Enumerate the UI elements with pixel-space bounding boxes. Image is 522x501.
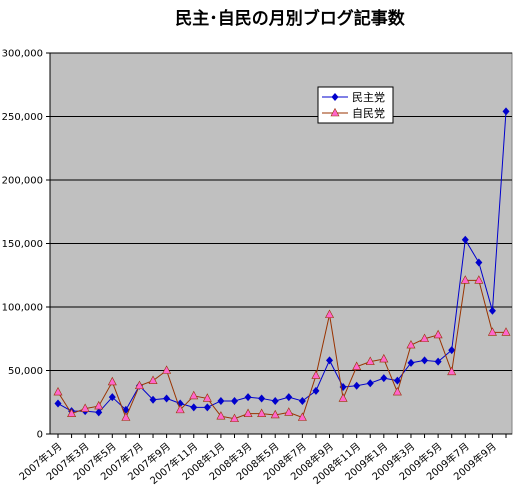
data-point [189, 390, 199, 400]
data-point [421, 356, 429, 365]
data-point [244, 393, 252, 402]
series-jiminto [53, 275, 511, 423]
data-point [407, 358, 415, 367]
data-point [53, 386, 63, 396]
data-point [284, 407, 294, 416]
legend-box [317, 86, 394, 124]
data-point [162, 365, 172, 374]
data-point [311, 370, 321, 379]
data-point [80, 403, 90, 412]
data-point [475, 258, 483, 267]
data-point [271, 396, 279, 405]
y-tick-label: 150,000 [2, 239, 43, 250]
y-axis-ticks: 0 50,000 100,000 150,000 200,000 250,000 300,0… [2, 49, 50, 441]
data-point [392, 386, 402, 396]
y-tick-label: 300,000 [2, 49, 43, 60]
y-tick-label: 0 [37, 430, 43, 441]
data-point [149, 395, 157, 404]
data-point [121, 412, 131, 421]
legend-marker-minshuto [331, 93, 339, 101]
data-point [326, 356, 334, 365]
data-point [352, 361, 362, 370]
data-point [460, 275, 470, 284]
data-point [285, 393, 293, 402]
data-point [108, 393, 116, 402]
data-point [353, 381, 361, 390]
legend-label-minshuto: 民主党 [352, 91, 385, 104]
data-point [366, 379, 374, 388]
data-point [461, 235, 469, 244]
data-point [297, 412, 307, 421]
data-point [488, 306, 496, 315]
data-point [325, 309, 335, 318]
data-point [365, 356, 375, 365]
series-line [57, 111, 507, 413]
data-point [202, 393, 212, 402]
data-point [95, 408, 103, 417]
y-tick-label: 200,000 [2, 176, 43, 187]
data-point [298, 396, 306, 405]
x-axis-ticks: 2007年1月2007年3月2007年5月2007年7月2007年9月2007年… [16, 434, 507, 487]
data-point [434, 357, 442, 366]
y-tick-label: 100,000 [2, 303, 43, 314]
legend-label-jiminto: 自民党 [352, 107, 385, 120]
data-point [134, 380, 144, 390]
data-point [448, 346, 456, 355]
y-tick-label: 50,000 [8, 366, 43, 377]
legend-marker-jiminto [330, 107, 340, 117]
data-point [379, 353, 389, 363]
data-point [447, 366, 457, 376]
data-point [393, 376, 401, 385]
data-point [229, 413, 239, 423]
data-point [175, 404, 185, 414]
data-point [420, 333, 430, 343]
data-point [474, 275, 484, 284]
data-point [94, 400, 104, 410]
data-point [312, 386, 320, 395]
data-point [230, 396, 238, 405]
data-point [433, 329, 443, 339]
data-point [243, 408, 253, 417]
legend: 民主党 自民党 [317, 86, 394, 124]
data-point [270, 409, 280, 419]
data-point [54, 399, 62, 408]
data-point [107, 376, 117, 386]
data-point [338, 393, 348, 402]
data-point [217, 396, 225, 405]
y-tick-label: 250,000 [2, 112, 43, 123]
data-point [487, 327, 497, 336]
data-point [148, 375, 158, 384]
data-point [163, 394, 171, 403]
grid-lines [50, 52, 512, 371]
series-line [57, 279, 506, 420]
data-point [258, 394, 266, 403]
data-point [67, 408, 77, 417]
data-point [216, 411, 226, 420]
data-point [257, 408, 267, 417]
data-point [203, 403, 211, 412]
chart-title: 民主･自民の月別ブログ記事数 [175, 8, 405, 29]
data-point [502, 107, 510, 116]
data-point [380, 374, 388, 383]
data-point [406, 339, 416, 349]
data-point [190, 403, 198, 412]
series-lines [53, 107, 511, 423]
data-point [501, 327, 511, 336]
